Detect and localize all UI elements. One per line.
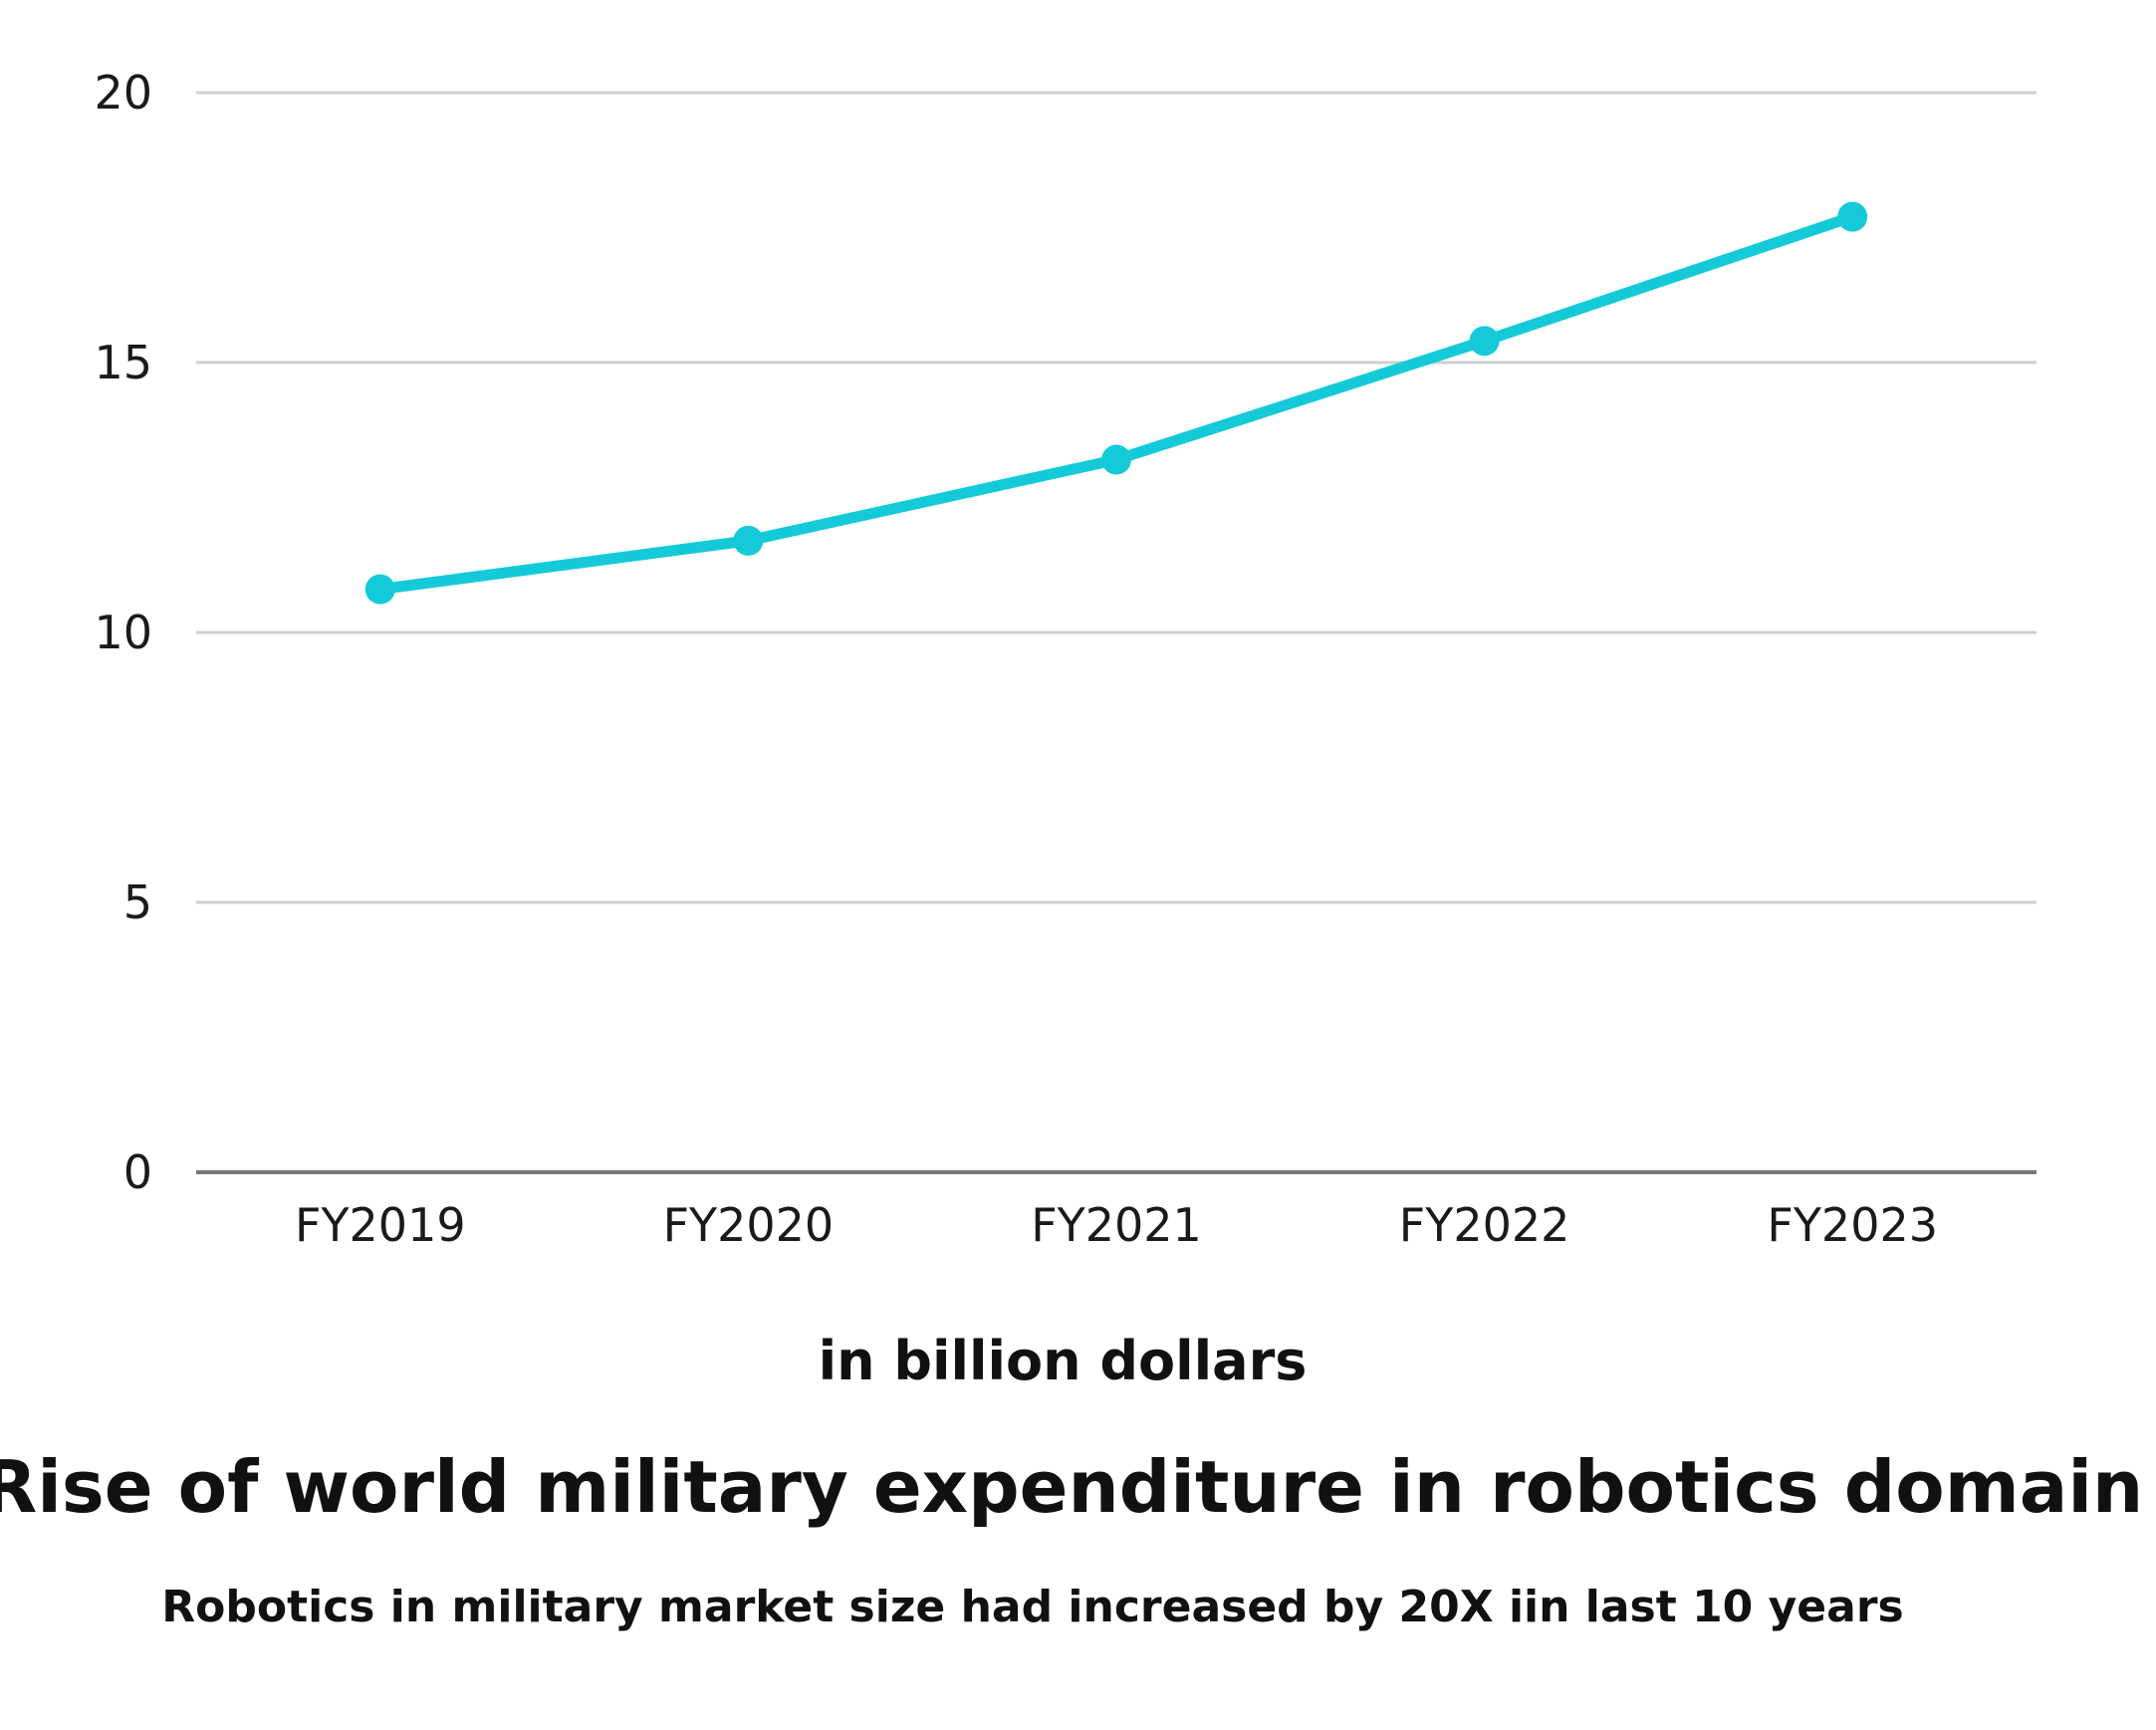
y-tick-label-15: 15 xyxy=(94,336,152,389)
series-layer xyxy=(364,201,1868,605)
y-tick-label-0: 0 xyxy=(123,1145,152,1199)
y-tick-label-10: 10 xyxy=(94,606,152,659)
x-tick-label-fy2023: FY2023 xyxy=(1767,1198,1938,1252)
y-axis-ticks: 0 5 10 15 20 xyxy=(94,66,152,1199)
y-tick-label-20: 20 xyxy=(94,66,152,120)
x-tick-label-fy2022: FY2022 xyxy=(1399,1198,1570,1252)
chart-subtitle: Robotics in military market size had inc… xyxy=(161,1582,1903,1632)
data-point-fy2023 xyxy=(1837,201,1868,232)
gridlines xyxy=(196,91,2036,1174)
x-axis-ticks: FY2019 FY2020 FY2021 FY2022 FY2023 xyxy=(295,1198,1938,1252)
data-point-fy2021 xyxy=(1101,444,1131,475)
data-point-fy2022 xyxy=(1469,326,1500,357)
x-tick-label-fy2019: FY2019 xyxy=(295,1198,466,1252)
data-point-fy2019 xyxy=(364,574,395,605)
x-tick-label-fy2021: FY2021 xyxy=(1031,1198,1202,1252)
data-point-fy2020 xyxy=(733,525,764,556)
x-tick-label-fy2020: FY2020 xyxy=(663,1198,835,1252)
x-axis-label: in billion dollars xyxy=(819,1330,1308,1392)
chart-title: Rise of world military expenditure in ro… xyxy=(0,1445,2143,1529)
series-line-0 xyxy=(374,211,1858,596)
y-tick-label-5: 5 xyxy=(123,875,152,929)
